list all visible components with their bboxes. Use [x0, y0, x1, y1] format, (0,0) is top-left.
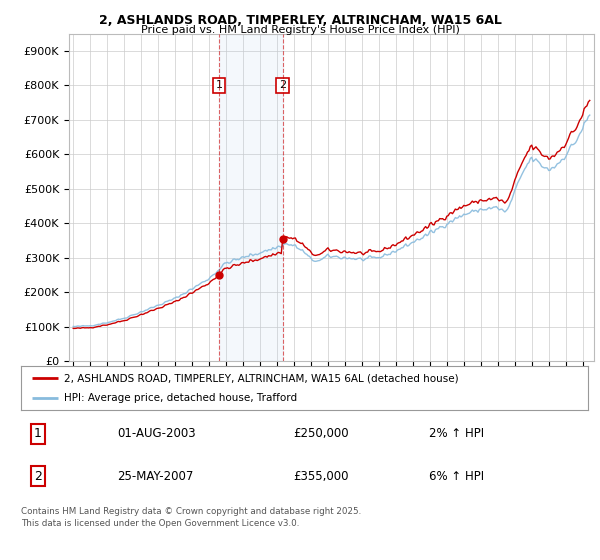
- Text: 1: 1: [34, 427, 42, 440]
- Text: Contains HM Land Registry data © Crown copyright and database right 2025.
This d: Contains HM Land Registry data © Crown c…: [21, 507, 361, 528]
- Text: 6% ↑ HPI: 6% ↑ HPI: [429, 470, 484, 483]
- Text: £250,000: £250,000: [293, 427, 349, 440]
- Text: 2, ASHLANDS ROAD, TIMPERLEY, ALTRINCHAM, WA15 6AL (detached house): 2, ASHLANDS ROAD, TIMPERLEY, ALTRINCHAM,…: [64, 374, 458, 384]
- Text: 2: 2: [279, 80, 286, 90]
- Text: 2% ↑ HPI: 2% ↑ HPI: [429, 427, 484, 440]
- Text: £355,000: £355,000: [293, 470, 349, 483]
- Bar: [219, 34, 283, 361]
- Text: 01-AUG-2003: 01-AUG-2003: [118, 427, 196, 440]
- Text: 1: 1: [215, 80, 223, 90]
- Text: HPI: Average price, detached house, Trafford: HPI: Average price, detached house, Traf…: [64, 393, 296, 403]
- Text: 2, ASHLANDS ROAD, TIMPERLEY, ALTRINCHAM, WA15 6AL: 2, ASHLANDS ROAD, TIMPERLEY, ALTRINCHAM,…: [98, 14, 502, 27]
- Text: Price paid vs. HM Land Registry's House Price Index (HPI): Price paid vs. HM Land Registry's House …: [140, 25, 460, 35]
- Text: 25-MAY-2007: 25-MAY-2007: [118, 470, 194, 483]
- Text: 2: 2: [34, 470, 42, 483]
